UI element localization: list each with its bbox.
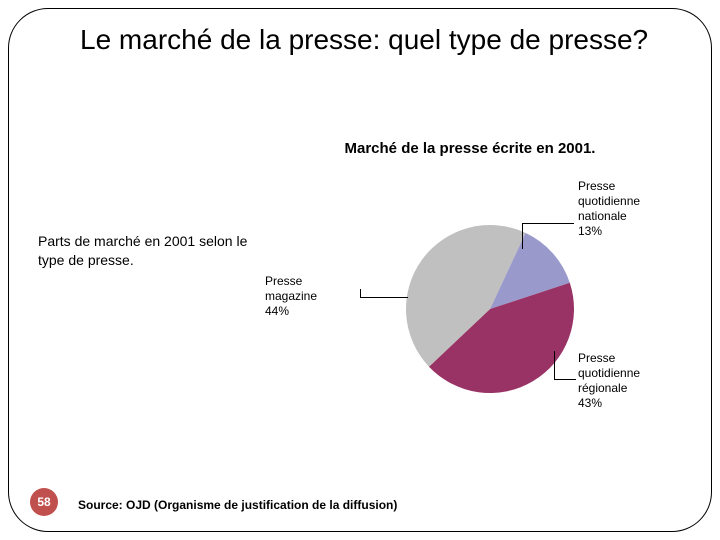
pie-label-nationale: Presse quotidienne nationale 13% <box>578 179 678 239</box>
pie-label-magazine: Presse magazine 44% <box>265 274 365 319</box>
page-number: 58 <box>37 495 50 509</box>
pie-label-pct: 44% <box>265 304 289 318</box>
pie-label-text: Presse <box>265 274 302 288</box>
page-number-badge: 58 <box>30 488 58 516</box>
pie-label-pct: 13% <box>578 224 602 238</box>
leader-line <box>360 289 361 298</box>
pie-label-text: régionale <box>578 381 627 395</box>
chart-body: Presse quotidienne nationale 13% Presse … <box>260 179 680 439</box>
slide-title: Le marché de la presse: quel type de pre… <box>80 22 660 57</box>
source-text: Source: OJD (Organisme de justification … <box>78 498 397 512</box>
pie-label-text: Presse <box>578 179 615 193</box>
chart-title: Marché de la presse écrite en 2001. <box>260 140 680 157</box>
leader-line <box>522 223 574 224</box>
pie-label-regionale: Presse quotidienne régionale 43% <box>578 351 678 411</box>
leader-line <box>554 379 576 380</box>
pie-label-pct: 43% <box>578 396 602 410</box>
leader-line <box>522 223 523 249</box>
pie-label-text: quotidienne <box>578 194 640 208</box>
left-caption: Parts de marché en 2001 selon le type de… <box>38 232 248 270</box>
pie-label-text: Presse <box>578 351 615 365</box>
pie-label-text: magazine <box>265 289 317 303</box>
leader-line <box>360 297 408 298</box>
pie-chart: Marché de la presse écrite en 2001. Pres… <box>260 140 680 460</box>
leader-line <box>554 351 555 379</box>
pie-label-text: nationale <box>578 209 627 223</box>
pie-svg <box>405 224 575 394</box>
pie-holder <box>405 224 575 394</box>
pie-label-text: quotidienne <box>578 366 640 380</box>
